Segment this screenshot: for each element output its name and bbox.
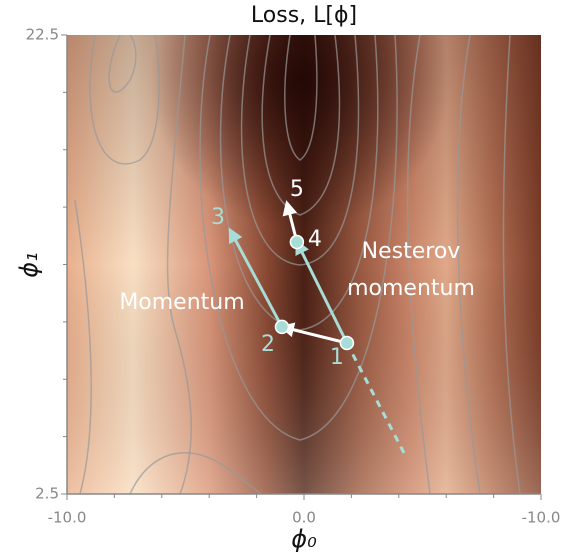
- y-tick-label: 22.5: [26, 26, 59, 44]
- momentum-step: [228, 227, 284, 328]
- point-label: 4: [308, 227, 322, 252]
- chart-title: Loss, L[ϕ]: [251, 3, 357, 28]
- loss-surface: [67, 35, 541, 494]
- annotation: Momentum: [119, 290, 244, 315]
- x-tick-label: -10.0: [522, 509, 561, 527]
- momentum-arrow: [279, 322, 348, 345]
- point: [274, 319, 290, 335]
- nesterov-step: [295, 239, 349, 344]
- point-label: 5: [290, 177, 304, 202]
- y-tick-label: 2.5: [35, 485, 59, 503]
- x-tick-label: 0.0: [292, 509, 316, 527]
- point-label: 2: [261, 332, 275, 357]
- x-tick-label: -10.0: [48, 509, 87, 527]
- point-label: 3: [211, 205, 225, 230]
- point-label: 1: [330, 345, 344, 370]
- annotation: Nesterov: [362, 239, 461, 264]
- x-axis-label: ϕ₀: [291, 525, 317, 553]
- y-axis-label: ϕ₁: [15, 252, 43, 277]
- point: [289, 234, 305, 250]
- point: [339, 335, 355, 351]
- annotation: momentum: [347, 276, 475, 301]
